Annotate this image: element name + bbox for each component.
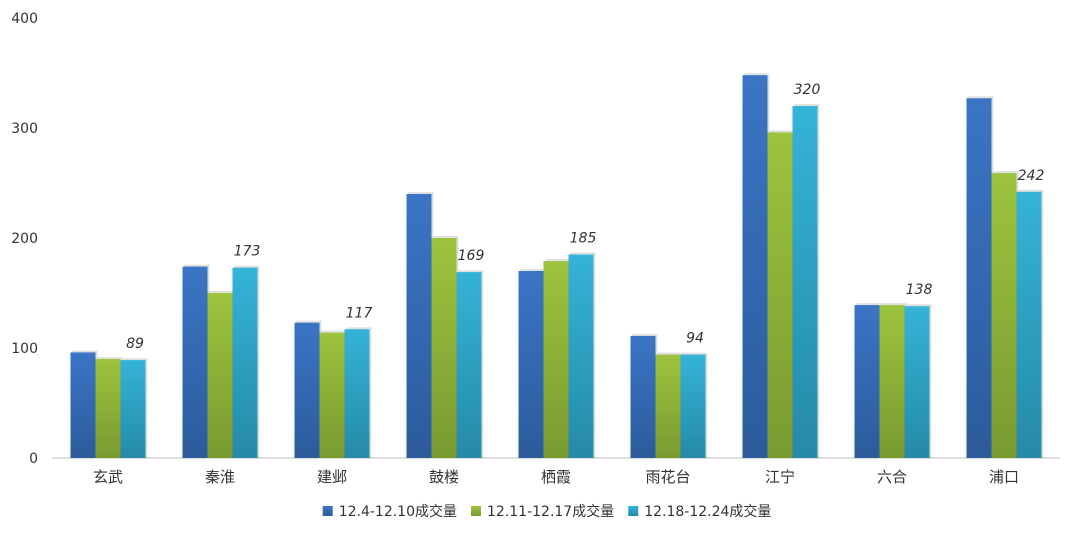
data-label: 89 [126,336,144,352]
x-tick-label: 江宁 [765,468,795,486]
data-label: 242 [1018,168,1045,184]
bar [406,194,432,458]
x-tick-label: 雨花台 [645,468,690,486]
data-label: 173 [234,244,261,260]
data-label: 169 [458,248,485,264]
bars-group [70,73,1044,459]
bar [991,173,1017,458]
bar [879,305,905,458]
bar [182,266,208,458]
y-axis: 0 100 200 300 400 [11,11,38,467]
x-tick-label: 浦口 [989,468,1019,486]
data-label: 185 [570,231,597,247]
bar [319,332,345,458]
legend-label: 12.11-12.17成交量 [487,503,614,520]
data-label: 320 [794,82,821,98]
x-tick-label: 建邺 [317,468,347,486]
bar [568,254,594,458]
legend-swatch [471,506,482,516]
legend-item: 12.4-12.10成交量 [322,503,457,520]
bar [431,238,457,458]
x-tick-label: 玄武 [93,468,123,486]
legend-swatch [628,506,639,516]
y-tick-label: 300 [11,121,38,137]
bar [966,98,992,459]
y-tick-label: 100 [11,341,38,357]
bar [120,360,146,458]
data-label: 117 [346,305,373,321]
data-label: 138 [906,282,933,298]
x-tick-label: 秦淮 [205,468,235,486]
data-labels-group: 89 173 117 169 185 94 320 138 242 [126,82,1044,352]
legend-item: 12.11-12.17成交量 [471,503,614,520]
bar [518,271,544,458]
bar [70,352,96,458]
x-axis: 玄武 秦淮 建邺 鼓楼 栖霞 雨花台 江宁 六合 浦口 [52,457,1060,486]
bar [294,322,320,458]
bar [854,305,880,458]
bar [655,354,681,458]
y-tick-label: 200 [11,231,38,247]
bar [792,106,818,458]
data-label: 94 [686,331,704,347]
bar [904,306,930,458]
bar [95,359,121,458]
x-tick-label: 六合 [877,468,907,486]
bar [207,293,233,458]
legend-swatch [322,506,333,516]
legend: 12.4-12.10成交量 12.11-12.17成交量 12.18-12.24成交… [322,503,771,520]
y-tick-label: 0 [29,451,38,467]
bar [742,75,768,458]
y-tick-label: 400 [11,11,38,27]
bar [630,335,656,458]
bar [543,261,569,458]
x-tick-label: 栖霞 [541,468,571,486]
bar [456,272,482,458]
x-tick-label: 鼓楼 [429,468,459,486]
bar [1016,191,1042,459]
bar [680,354,706,458]
legend-item: 12.18-12.24成交量 [628,503,771,520]
legend-label: 12.4-12.10成交量 [339,503,457,520]
bar [232,267,258,458]
bar [767,132,793,458]
legend-label: 12.18-12.24成交量 [644,503,771,520]
bar [344,329,370,458]
